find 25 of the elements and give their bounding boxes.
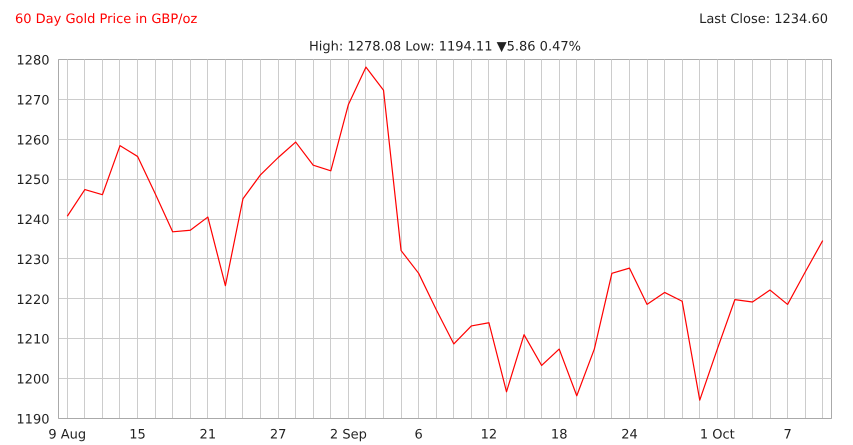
x-tick-label: 15: [129, 428, 146, 442]
y-tick-label: 1230: [16, 252, 50, 268]
x-tick-label: 12: [480, 428, 498, 442]
y-tick-label: 1220: [16, 292, 50, 308]
y-tick-label: 1270: [16, 93, 50, 108]
x-tick-label: 24: [621, 428, 638, 442]
x-tick-label: 1 Oct: [700, 428, 735, 442]
line-series: [66, 66, 824, 401]
y-tick-label: 1200: [16, 372, 50, 388]
chart-title: 60 Day Gold Price in GBP/oz: [15, 11, 198, 29]
x-tick-label: 18: [550, 428, 568, 442]
y-tick-label: 1260: [16, 133, 50, 148]
x-tick-label: 9 Aug: [48, 428, 86, 442]
y-tick-label: 1210: [16, 332, 50, 348]
x-tick-label: 27: [270, 428, 286, 442]
x-tick-label: 21: [200, 428, 216, 442]
y-tick-label: 1280: [16, 54, 50, 68]
text: Last Close: 1234.60: [699, 11, 828, 29]
y-tick-label: 1250: [16, 173, 50, 188]
x-tick-label: 7: [783, 428, 792, 442]
y-tick-label: 1190: [16, 412, 50, 428]
chart-subtitle: High: 1278.08 Low: 1194.11 ▼5.86 0.47%: [309, 40, 581, 54]
x-tick-label: 2 Sep: [330, 428, 367, 442]
x-tick-label: 6: [414, 428, 423, 442]
y-tick-label: 1240: [16, 213, 50, 228]
